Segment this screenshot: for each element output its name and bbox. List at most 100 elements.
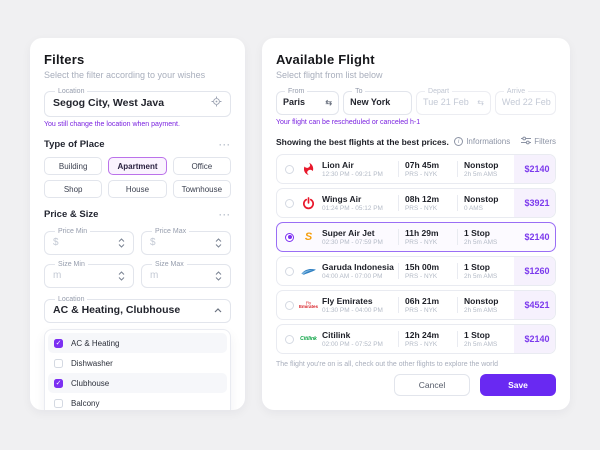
chevron-up-icon[interactable] [214, 304, 222, 317]
location-field-value[interactable]: Segog City, West Java [53, 97, 165, 109]
flight-route: PRS - NYK [405, 239, 438, 246]
flight-radio[interactable] [285, 334, 294, 344]
size-min-stepper-icon[interactable] [118, 270, 125, 281]
flight-row-wings-air[interactable]: Wings Air 01:24 PM - 05:12 PM 08h 12m PRS … [276, 188, 556, 218]
location-field[interactable]: Location Segog City, West Java [44, 88, 231, 117]
flight-duration: 07h 45m [405, 160, 440, 170]
sliders-icon [521, 136, 532, 147]
flight-layover: 2h 5m AMS [464, 171, 498, 178]
place-chip-office[interactable]: Office [172, 157, 231, 175]
flight-price: $3921 [514, 189, 555, 217]
flight-duration: 11h 29m [405, 228, 439, 238]
flight-row-super-air-jet[interactable]: S Super Air Jet 02:30 PM - 07:59 PM 11h 2… [276, 222, 556, 252]
flight-time: 01:24 PM - 05:12 PM [322, 205, 383, 212]
price-min-placeholder[interactable]: $ [53, 237, 59, 248]
location-field-label: Location [58, 88, 85, 95]
gps-target-icon[interactable] [211, 96, 222, 111]
cancel-button[interactable]: Cancel [394, 374, 470, 396]
divider [398, 297, 399, 313]
depart-field[interactable]: Depart Tue 21 Feb ⇆ [416, 88, 491, 115]
airline-name: Citilink [322, 330, 351, 340]
amenities-value[interactable]: AC & Heating, Clubhouse [53, 304, 181, 316]
flight-stops: Nonstop [464, 296, 499, 306]
flight-row-lion-air[interactable]: Lion Air 12:30 PM - 09:21 PM 07h 45m PRS -… [276, 154, 556, 184]
amenity-option-dishwasher[interactable]: Dishwasher [48, 353, 227, 373]
available-flight-panel: Available Flight Select flight from list… [262, 38, 570, 410]
size-max-field[interactable]: Size Max m [141, 261, 231, 288]
type-of-place-menu-icon[interactable]: ··· [219, 139, 231, 150]
flight-row-fly-emirates[interactable]: Fly Emirates Fly Emirates 01:30 PM - 04:0… [276, 290, 556, 320]
flight-search-row: From Paris ⇆ To New York Depart Tue 21 F… [276, 88, 557, 115]
flight-route: PRS - NYK [405, 171, 438, 178]
price-size-fields: Price Min $ Price Max $ Size Min m Size … [44, 226, 231, 288]
price-size-menu-icon[interactable]: ··· [219, 209, 231, 220]
flight-hint: Your flight can be rescheduled or cancel… [276, 119, 421, 126]
from-value[interactable]: Paris [283, 97, 306, 107]
size-max-stepper-icon[interactable] [215, 270, 222, 281]
flight-row-garuda-indonesia[interactable]: Garuda Indonesia 04:00 AM - 07:00 PM 15h … [276, 256, 556, 286]
type-of-place-title: Type of Place [44, 139, 105, 150]
amenity-option-ac-heating[interactable]: ✓ AC & Heating [48, 333, 227, 353]
flight-radio[interactable] [285, 266, 294, 276]
flight-price: $2140 [514, 325, 555, 353]
place-chip-building[interactable]: Building [44, 157, 103, 175]
price-max-field[interactable]: Price Max $ [141, 228, 231, 255]
flight-stops: Nonstop [464, 194, 499, 204]
amenities-label: Location [58, 296, 85, 303]
checkbox-checked-icon[interactable]: ✓ [54, 338, 63, 348]
swap-icon[interactable]: ⇆ [325, 98, 333, 107]
filters-button[interactable]: Filters [521, 136, 556, 147]
place-chip-house[interactable]: House [108, 180, 167, 198]
amenities-dropdown[interactable]: Location AC & Heating, Clubhouse [44, 296, 231, 323]
amenity-option-label: Clubhouse [71, 378, 110, 388]
garuda-indonesia-logo-icon [299, 267, 318, 276]
airline-name: Lion Air [322, 160, 354, 170]
checkbox-checked-icon[interactable]: ✓ [54, 378, 63, 388]
flight-panel-title: Available Flight [276, 52, 375, 67]
checkbox-unchecked-icon[interactable] [54, 398, 63, 408]
to-value[interactable]: New York [350, 97, 391, 107]
flight-layover: 2h 5m AMS [464, 307, 498, 314]
arrive-value[interactable]: Wed 22 Feb [501, 97, 551, 107]
flight-radio[interactable] [285, 164, 294, 174]
flight-row-citilink[interactable]: Citilink Citilink 02:00 PM - 07:52 PM 12h… [276, 324, 556, 354]
size-min-placeholder[interactable]: m [53, 270, 62, 281]
flight-route: PRS - NYK [405, 205, 438, 212]
flight-stops: 1 Stop [464, 330, 490, 340]
amenity-option-balcony[interactable]: Balcony [48, 393, 227, 410]
divider [457, 297, 458, 313]
flight-layover: 2h 5m AMS [464, 341, 498, 348]
flight-price: $2140 [514, 155, 555, 183]
flight-radio[interactable] [285, 300, 294, 310]
divider [398, 331, 399, 347]
place-chip-apartment[interactable]: Apartment [108, 157, 167, 175]
from-field[interactable]: From Paris ⇆ [276, 88, 340, 115]
flight-radio-selected[interactable] [285, 232, 294, 242]
price-min-field[interactable]: Price Min $ [44, 228, 134, 255]
informations-button[interactable]: i Informations [454, 137, 510, 146]
divider [457, 229, 458, 245]
flight-time: 02:30 PM - 07:59 PM [322, 239, 383, 246]
checkbox-unchecked-icon[interactable] [54, 358, 63, 368]
flight-radio[interactable] [285, 198, 294, 208]
amenity-option-label: Dishwasher [71, 358, 113, 368]
size-min-field[interactable]: Size Min m [44, 261, 134, 288]
swap-icon[interactable]: ⇆ [477, 98, 484, 107]
place-chip-townhouse[interactable]: Townhouse [172, 180, 231, 198]
place-chip-shop[interactable]: Shop [44, 180, 103, 198]
arrive-field[interactable]: Arrive Wed 22 Feb [494, 88, 557, 115]
depart-value[interactable]: Tue 21 Feb [423, 97, 469, 107]
type-of-place-options: Building Apartment Office Shop House Tow… [44, 157, 231, 198]
price-max-placeholder[interactable]: $ [150, 237, 156, 248]
to-field[interactable]: To New York [343, 88, 413, 115]
price-max-stepper-icon[interactable] [215, 237, 222, 248]
flight-note: The flight you're on is all, check out t… [276, 361, 498, 368]
save-button[interactable]: Save [480, 374, 556, 396]
price-min-label: Price Min [58, 228, 88, 235]
size-max-placeholder[interactable]: m [150, 270, 159, 281]
amenity-option-clubhouse[interactable]: ✓ Clubhouse [48, 373, 227, 393]
flight-duration: 08h 12m [405, 194, 440, 204]
price-min-stepper-icon[interactable] [118, 237, 125, 248]
flight-layover: 0 AMS [464, 205, 483, 212]
from-label: From [288, 88, 305, 95]
